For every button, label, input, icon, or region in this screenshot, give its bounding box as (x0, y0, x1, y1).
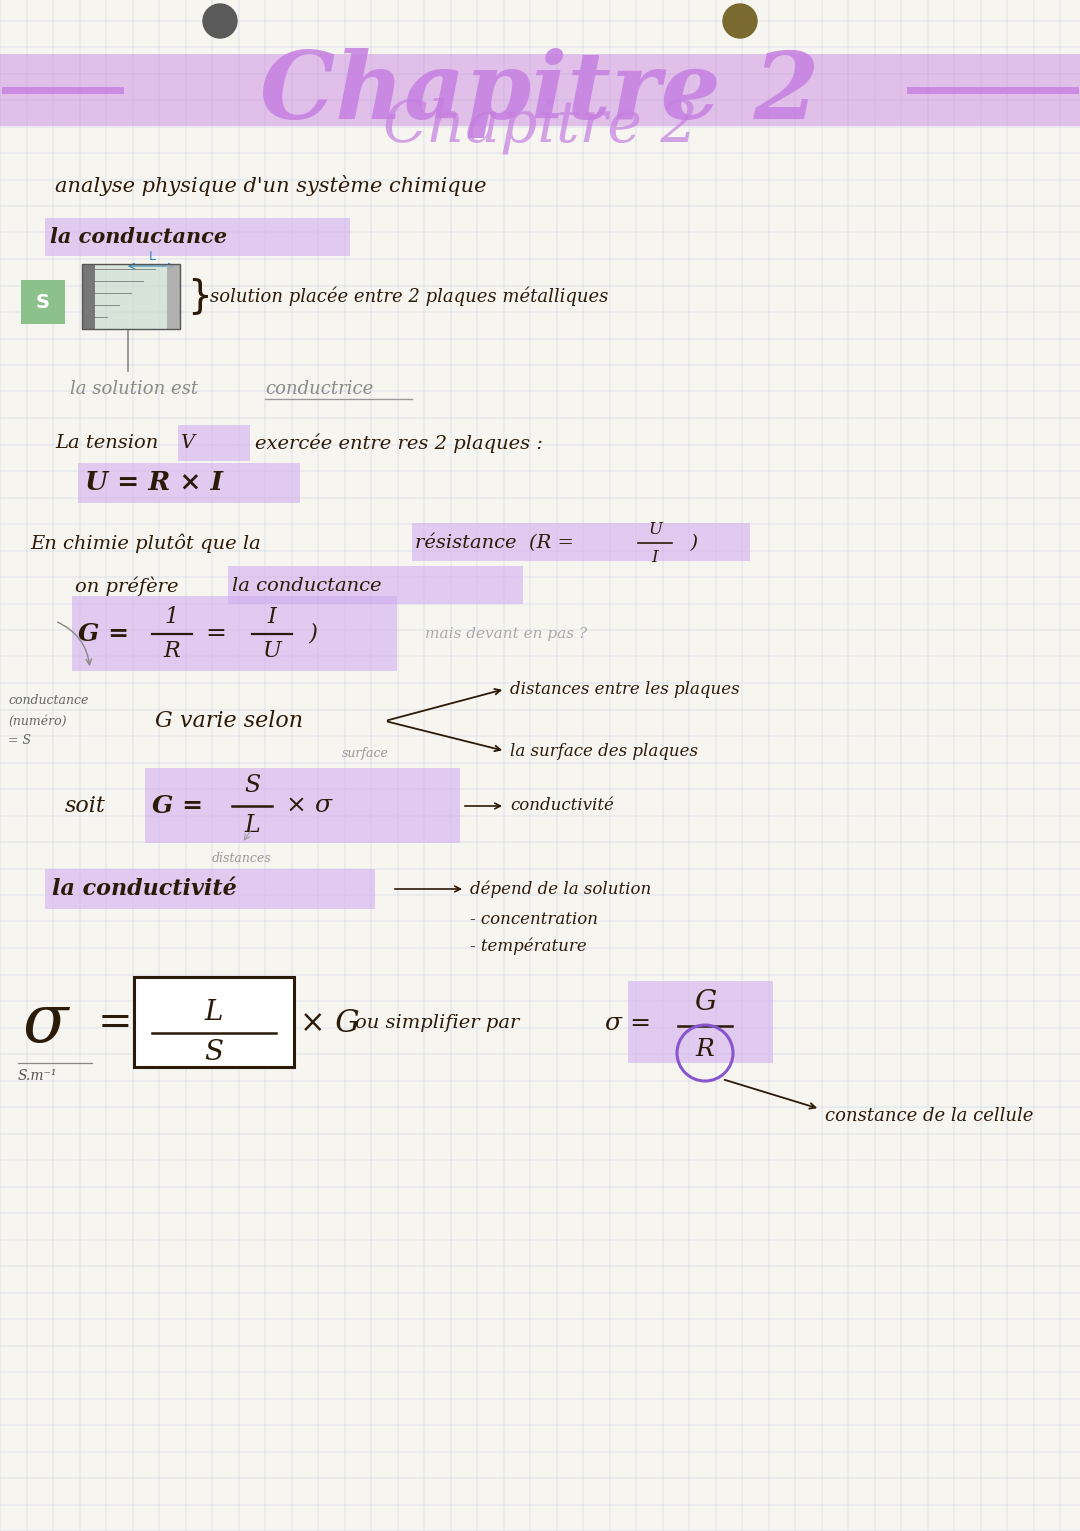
Text: G =: G = (152, 795, 212, 818)
Text: - température: - température (470, 937, 586, 955)
Text: la conductance: la conductance (50, 227, 227, 246)
Text: mais devant en pas ?: mais devant en pas ? (426, 628, 588, 641)
Bar (167, 263, 180, 329)
Text: σ =: σ = (605, 1012, 651, 1035)
FancyBboxPatch shape (72, 596, 397, 671)
Text: la surface des plaques: la surface des plaques (510, 743, 698, 759)
Text: surface: surface (342, 747, 389, 759)
Text: G =: G = (78, 622, 138, 646)
Text: la conductivité: la conductivité (52, 877, 237, 900)
Text: =: = (98, 1001, 133, 1044)
Text: ): ) (678, 534, 698, 553)
Text: (numéro): (numéro) (8, 715, 67, 727)
FancyBboxPatch shape (627, 981, 773, 1063)
Text: U: U (648, 521, 662, 537)
Text: S: S (204, 1040, 224, 1067)
Text: L: L (149, 250, 156, 263)
Text: distances: distances (212, 853, 272, 865)
Text: G varie selon: G varie selon (156, 710, 303, 732)
Text: ): ) (295, 623, 318, 645)
Text: S.m⁻¹: S.m⁻¹ (18, 1069, 57, 1082)
FancyBboxPatch shape (228, 566, 523, 605)
Circle shape (723, 5, 757, 38)
Text: = S: = S (8, 735, 31, 747)
Bar (95, 263, 167, 329)
Text: G: G (694, 989, 716, 1017)
Text: conductance: conductance (8, 695, 89, 707)
Text: distances entre les plaques: distances entre les plaques (510, 680, 740, 698)
Text: conductrice: conductrice (265, 380, 374, 398)
FancyBboxPatch shape (411, 524, 750, 560)
Text: solution placée entre 2 plaques métalliques: solution placée entre 2 plaques métalliq… (210, 286, 608, 306)
Text: Chapitre 2: Chapitre 2 (260, 47, 820, 138)
Text: constance de la cellule: constance de la cellule (825, 1107, 1034, 1125)
FancyBboxPatch shape (21, 280, 65, 325)
Text: la solution est: la solution est (70, 380, 198, 398)
Text: - concentration: - concentration (470, 911, 598, 928)
Bar (82, 263, 180, 329)
Text: ou simplifier par: ou simplifier par (355, 1014, 519, 1032)
Text: L: L (244, 814, 260, 837)
FancyBboxPatch shape (178, 426, 249, 461)
Text: V: V (180, 433, 194, 452)
Text: I: I (651, 548, 659, 565)
Text: En chimie plutôt que la: En chimie plutôt que la (30, 533, 260, 553)
Text: Chapitre 2: Chapitre 2 (382, 98, 698, 155)
Text: 1: 1 (165, 606, 179, 628)
Text: U: U (262, 640, 282, 661)
Text: on préfère: on préfère (75, 576, 178, 596)
Text: =: = (198, 623, 235, 646)
Bar (82, 263, 95, 329)
Circle shape (203, 5, 237, 38)
FancyBboxPatch shape (78, 462, 300, 504)
Text: la conductance: la conductance (232, 577, 381, 596)
Text: σ: σ (22, 991, 67, 1056)
Text: S: S (36, 292, 50, 311)
FancyBboxPatch shape (0, 54, 1080, 126)
FancyBboxPatch shape (134, 977, 294, 1067)
Text: dépend de la solution: dépend de la solution (470, 880, 651, 897)
Text: La tension: La tension (55, 433, 159, 452)
Text: U = R × I: U = R × I (85, 470, 222, 496)
FancyBboxPatch shape (45, 870, 375, 909)
Text: × σ: × σ (278, 795, 333, 818)
Text: analyse physique d'un système chimique: analyse physique d'un système chimique (55, 176, 486, 196)
Text: R: R (696, 1038, 715, 1061)
Text: exercée entre res 2 plaques :: exercée entre res 2 plaques : (255, 433, 543, 453)
Text: L: L (205, 1000, 224, 1026)
Text: R: R (164, 640, 180, 661)
Text: S: S (244, 775, 260, 798)
Text: soit: soit (65, 795, 106, 818)
Text: }: } (187, 277, 212, 315)
Text: conductivité: conductivité (510, 798, 613, 814)
Text: I: I (268, 606, 276, 628)
FancyBboxPatch shape (145, 769, 460, 844)
Text: résistance  (R =: résistance (R = (415, 534, 580, 553)
FancyBboxPatch shape (45, 217, 350, 256)
Text: × G: × G (300, 1007, 360, 1038)
